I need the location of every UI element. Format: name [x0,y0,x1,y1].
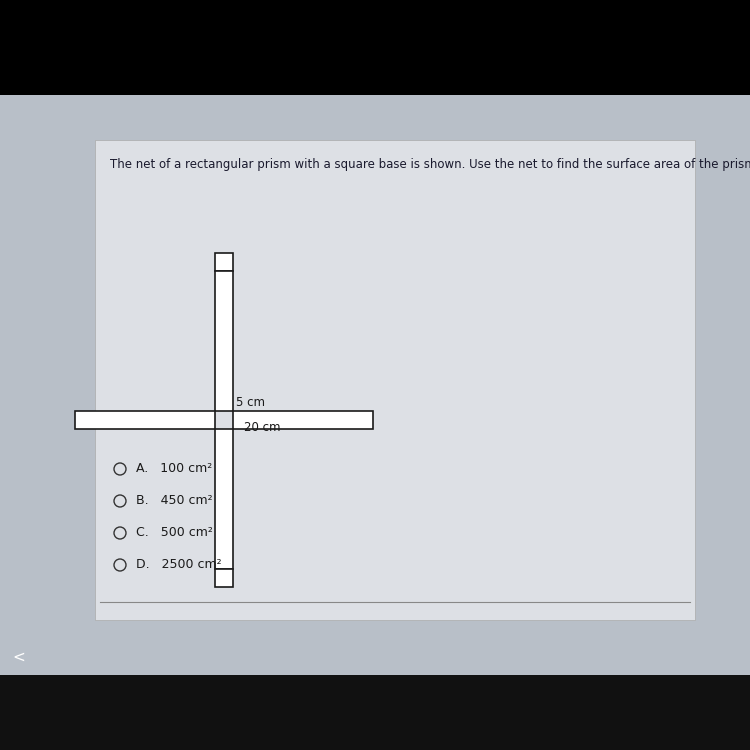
Bar [215,569,233,587]
Bar [215,429,233,569]
Bar [233,411,373,429]
Text: B.   450 cm²: B. 450 cm² [136,494,213,508]
Bar [215,271,233,411]
Bar [0,0,750,95]
Text: C.   500 cm²: C. 500 cm² [136,526,213,539]
Text: 20 cm: 20 cm [244,421,280,434]
Bar [0,95,750,675]
Bar [215,253,233,271]
Text: The net of a rectangular prism with a square base is shown. Use the net to find : The net of a rectangular prism with a sq… [110,158,750,171]
Text: A.   100 cm²: A. 100 cm² [136,463,212,476]
Text: D.   2500 cm²: D. 2500 cm² [136,559,222,572]
Text: 5 cm: 5 cm [236,396,265,409]
Bar [75,411,215,429]
Bar [95,140,695,620]
Bar [0,675,750,750]
Text: <: < [12,650,25,665]
Bar [0,95,750,675]
